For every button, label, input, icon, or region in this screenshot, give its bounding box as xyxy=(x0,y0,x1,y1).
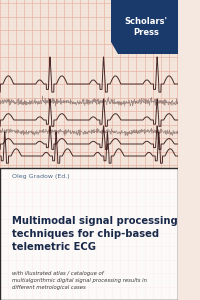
Text: Oleg Gradow (Ed.): Oleg Gradow (Ed.) xyxy=(12,174,70,178)
Text: Multimodal signal processing
techniques for chip-based
telemetric ECG: Multimodal signal processing techniques … xyxy=(12,216,178,252)
Polygon shape xyxy=(111,0,178,54)
Text: with illustrated atlas / catalogue of
multialgorithmic digital signal processing: with illustrated atlas / catalogue of mu… xyxy=(12,272,147,290)
Text: Scholars'
Press: Scholars' Press xyxy=(125,17,168,37)
FancyBboxPatch shape xyxy=(0,168,178,300)
